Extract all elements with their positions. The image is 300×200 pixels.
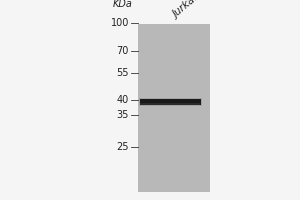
Bar <box>140 103 200 105</box>
Text: Jurkat: Jurkat <box>171 0 201 20</box>
Text: 100: 100 <box>111 18 129 28</box>
Bar <box>139 98 202 106</box>
Bar <box>138 24 210 192</box>
Bar <box>140 99 201 105</box>
Text: 35: 35 <box>117 110 129 120</box>
Text: 70: 70 <box>117 46 129 56</box>
Text: 25: 25 <box>116 142 129 152</box>
Text: KDa: KDa <box>113 0 133 9</box>
Text: 40: 40 <box>117 95 129 105</box>
Text: 55: 55 <box>116 68 129 78</box>
